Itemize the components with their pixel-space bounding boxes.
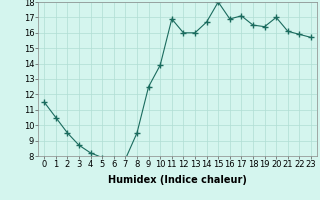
X-axis label: Humidex (Indice chaleur): Humidex (Indice chaleur)	[108, 175, 247, 185]
